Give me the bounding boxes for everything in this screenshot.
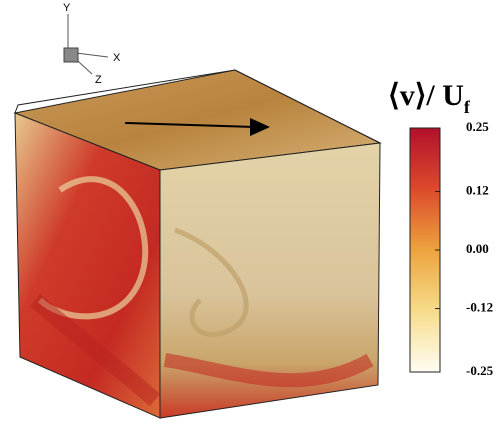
- tick-label: -0.25: [466, 363, 494, 378]
- cube: [15, 70, 380, 418]
- axis-label: X: [113, 52, 121, 64]
- colorbar-title: ⟨v⟩/ Uf: [388, 79, 471, 117]
- axis-label: Z: [95, 74, 102, 86]
- figure: Y X Z ⟨v⟩/ Uf 0.25 0.12 0.00 -0.12 -0.25: [0, 0, 504, 427]
- tick-label: 0.00: [466, 241, 489, 256]
- tick-label: 0.25: [466, 119, 489, 134]
- tick-label: -0.12: [466, 300, 493, 315]
- title-subscript: f: [464, 97, 471, 117]
- axis-label: Y: [63, 2, 71, 14]
- axis-triad: Y X Z: [63, 2, 121, 86]
- title-text: ⟨v⟩/ U: [388, 79, 464, 112]
- tick-label: 0.12: [466, 182, 489, 197]
